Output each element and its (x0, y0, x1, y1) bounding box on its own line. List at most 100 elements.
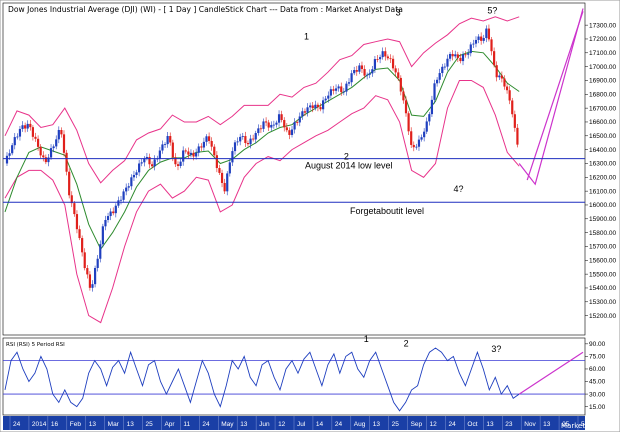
price-tick-label: 16500.00 (589, 133, 616, 140)
candle-body (75, 214, 79, 230)
price-tick-label: 16700.00 (589, 105, 616, 112)
candle-body (55, 139, 58, 147)
candle-body (140, 162, 143, 164)
candle-body (267, 122, 270, 128)
price-tick-label: 15400.00 (589, 285, 616, 292)
candle-body (448, 53, 452, 59)
candle-body (44, 157, 47, 163)
candle-body (179, 161, 182, 166)
candle-body (283, 120, 286, 128)
candle-body (68, 171, 71, 196)
candle-body (189, 152, 193, 155)
candle-body (329, 89, 332, 96)
price-tick-label: 17100.00 (589, 50, 616, 57)
candle-body (26, 123, 29, 129)
x-tick-label: May (221, 421, 234, 428)
candle-body (474, 39, 478, 44)
x-tick-label: 13 (127, 421, 135, 428)
candle-body (47, 157, 50, 163)
candle-body (148, 156, 151, 165)
x-tick-label: 25 (392, 421, 400, 428)
candle-body (65, 152, 68, 172)
candle-body (337, 86, 340, 89)
candle-body (169, 136, 172, 143)
candle-body (438, 73, 441, 80)
candle-body (298, 116, 301, 123)
candle-body (31, 127, 35, 137)
candle-body (516, 127, 519, 145)
price-tick-label: 16800.00 (589, 92, 616, 99)
candle-body (86, 268, 89, 275)
x-tick-label: 24 (13, 421, 21, 428)
candle-body (119, 199, 123, 201)
candle-body (493, 51, 496, 66)
candle-body (347, 82, 351, 84)
candle-body (290, 129, 294, 135)
candle-body (391, 58, 395, 69)
x-tick-label: 2014 (32, 421, 47, 428)
candle-body (52, 146, 55, 149)
candle-body (145, 156, 149, 159)
x-tick-label: 11 (183, 421, 190, 428)
price-tick-label: 17300.00 (589, 22, 616, 29)
rsi-tick-label: 45.00 (589, 379, 606, 386)
x-tick-label: 16 (51, 421, 59, 428)
candle-body (272, 124, 275, 126)
horizontal-levels: August 2014 low level Forgetaboutit level (3, 158, 585, 216)
candle-body (334, 88, 338, 91)
candle-body (404, 100, 408, 114)
rsi-tick-label: 90.00 (589, 341, 606, 348)
wave-label: 5? (487, 5, 497, 15)
candle-body (500, 75, 503, 79)
x-tick-label: 25 (146, 421, 154, 428)
price-tick-label: 15300.00 (589, 299, 616, 306)
candle-body (197, 146, 200, 153)
candle-body (138, 163, 141, 173)
candle-body (487, 28, 491, 40)
price-tick-label: 15600.00 (589, 258, 616, 265)
candle-body (223, 182, 226, 192)
candle-body (428, 114, 431, 122)
candle-body (301, 111, 304, 117)
candle-body (239, 136, 242, 142)
candle-body (192, 152, 195, 157)
candle-body (36, 138, 40, 147)
candle-body (49, 148, 53, 158)
candle-body (259, 128, 263, 130)
candle-body (127, 186, 130, 188)
candle-body (187, 151, 190, 155)
candle-body (130, 177, 133, 187)
x-tick-label: 13 (373, 421, 381, 428)
x-tick-label: 24 (335, 421, 343, 428)
candle-body (34, 136, 37, 139)
candle-body (91, 284, 94, 288)
candle-body (467, 53, 470, 55)
candle-body (73, 203, 76, 215)
candle-body (202, 141, 206, 148)
x-tick-label: Mar (108, 421, 120, 428)
price-tick-label: 17200.00 (589, 36, 616, 43)
x-tick-label: 23 (505, 421, 513, 428)
price-tick-label: 16900.00 (589, 78, 616, 85)
candle-body (231, 151, 234, 163)
candle-body (399, 77, 402, 92)
candle-body (366, 74, 369, 76)
candle-body (16, 136, 19, 138)
candle-body (257, 128, 260, 134)
wave-label: 1 (304, 32, 309, 42)
candle-body (13, 137, 16, 146)
candle-body (433, 83, 436, 100)
price-tick-label: 16200.00 (589, 175, 616, 182)
candle-body (226, 173, 229, 192)
candle-body (11, 145, 14, 154)
candle-body (241, 136, 244, 137)
candle-body (332, 89, 335, 91)
x-tick-label: Oct (467, 421, 477, 428)
candle-body (443, 66, 446, 68)
candle-body (363, 69, 366, 76)
candle-body (513, 114, 516, 128)
candle-body (158, 150, 161, 159)
candle-body (104, 219, 107, 227)
candle-body (215, 155, 218, 169)
candle-body (407, 113, 410, 132)
